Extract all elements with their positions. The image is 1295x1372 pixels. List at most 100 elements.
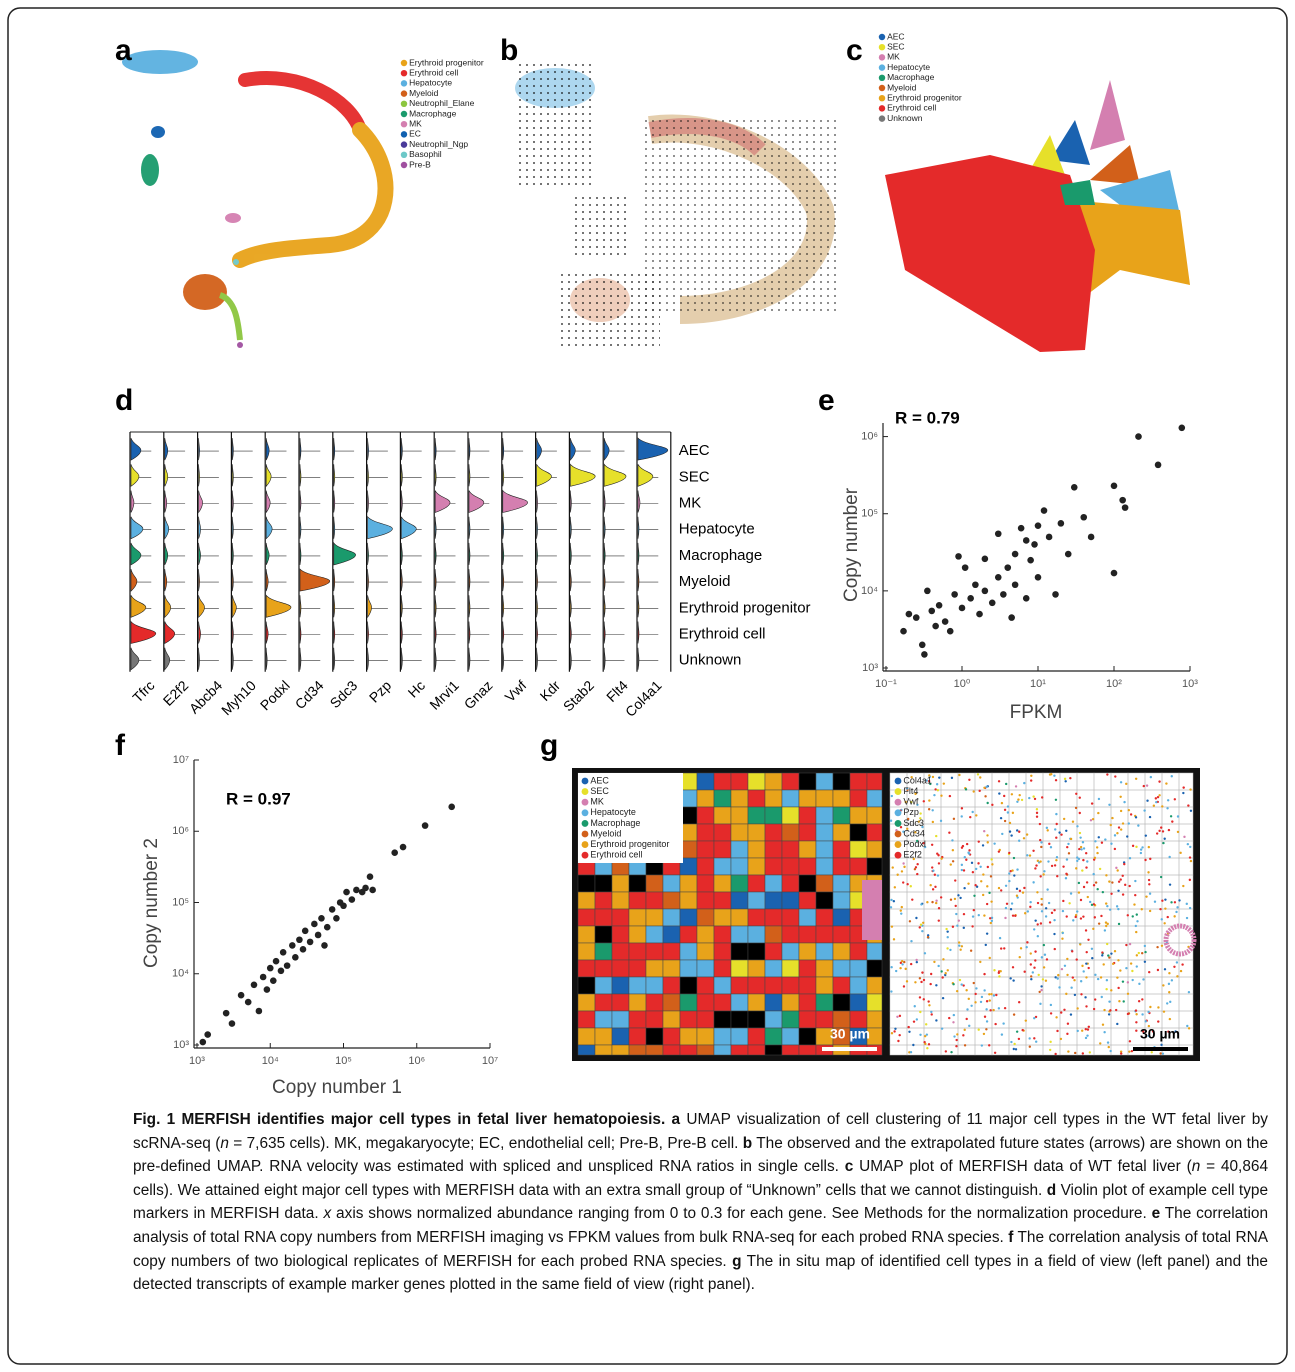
legend-label: Erythroid cell [409,67,458,77]
transcript [1032,881,1034,883]
transcript [953,1035,955,1037]
transcript [1136,913,1138,915]
cell [850,858,867,875]
point [1018,525,1025,532]
transcript [1034,959,1036,961]
cell [612,926,629,943]
cell [646,926,663,943]
transcript [1114,834,1116,836]
transcript [1097,978,1099,980]
violin [334,595,335,617]
cell [680,909,697,926]
cell [748,875,765,892]
transcript [1169,1018,1171,1020]
transcript [1101,996,1103,998]
transcript [1054,1053,1056,1055]
cell [782,858,799,875]
legend-label: Erythroid cell [590,850,642,860]
transcript [986,1020,988,1022]
transcript [1067,1050,1069,1052]
violin [604,438,609,460]
cell [731,858,748,875]
cell [714,892,731,909]
transcript [984,1016,986,1018]
transcript [1057,977,1059,979]
transcript [957,894,959,896]
transcript [902,881,904,883]
transcript [1144,859,1146,861]
transcript [1016,888,1018,890]
transcript [1187,843,1189,845]
cell [748,790,765,807]
transcript [1130,962,1132,964]
transcript [1034,950,1036,952]
transcript [920,903,922,905]
violin [435,517,436,539]
transcript [1029,854,1031,856]
transcript [1004,820,1006,822]
transcript [1033,966,1035,968]
transcript [1078,848,1080,850]
transcript [1144,961,1146,963]
transcript [1103,1009,1105,1011]
transcript [926,901,928,903]
transcript [1064,780,1066,782]
violin [537,622,538,644]
x-tick-label: 10⁵ [335,1055,352,1067]
arrows [515,60,595,190]
cell [765,824,782,841]
cell [595,1028,612,1045]
transcript [1063,1009,1065,1011]
transcript [892,866,894,868]
point [223,1010,230,1017]
cell [782,960,799,977]
violin [199,491,203,513]
transcript [1116,1023,1118,1025]
legend-label: Myeloid [409,88,439,98]
transcript [1186,917,1188,919]
transcript [1056,1030,1058,1032]
violin [570,595,571,617]
transcript [1094,840,1096,842]
violin [165,648,170,670]
cell [595,1011,612,1028]
cell [646,960,663,977]
transcript [1120,781,1122,783]
transcript [1073,979,1075,981]
cell [731,960,748,977]
transcript [1157,969,1159,971]
y-tick-label: 10⁶ [172,825,189,837]
legend-marker [582,841,589,848]
transcript [1058,831,1060,833]
legend-label: Macrophage [590,818,640,828]
transcript [914,981,916,983]
transcript [1048,902,1050,904]
transcript [1001,1033,1003,1035]
legend-label: Macrophage [887,72,935,82]
transcript [1176,906,1178,908]
transcript [928,1043,930,1045]
transcript [1062,932,1064,934]
transcript [1049,1041,1051,1043]
transcript [1004,809,1006,811]
violin [131,569,137,591]
transcript [1089,901,1091,903]
transcript [932,776,934,778]
cell [867,994,882,1011]
transcript [1034,798,1036,800]
cell [578,909,595,926]
point [1178,424,1185,431]
violin [537,491,538,513]
cell [697,841,714,858]
transcript [1050,1004,1052,1006]
cell [782,807,799,824]
legend-marker [401,121,407,127]
transcript [891,925,893,927]
transcript [986,834,988,836]
transcript [1070,987,1072,989]
panel-label: d [115,384,133,417]
violin [537,648,538,670]
transcript [916,1018,918,1020]
transcript [1049,1049,1051,1051]
transcript [1190,860,1192,862]
